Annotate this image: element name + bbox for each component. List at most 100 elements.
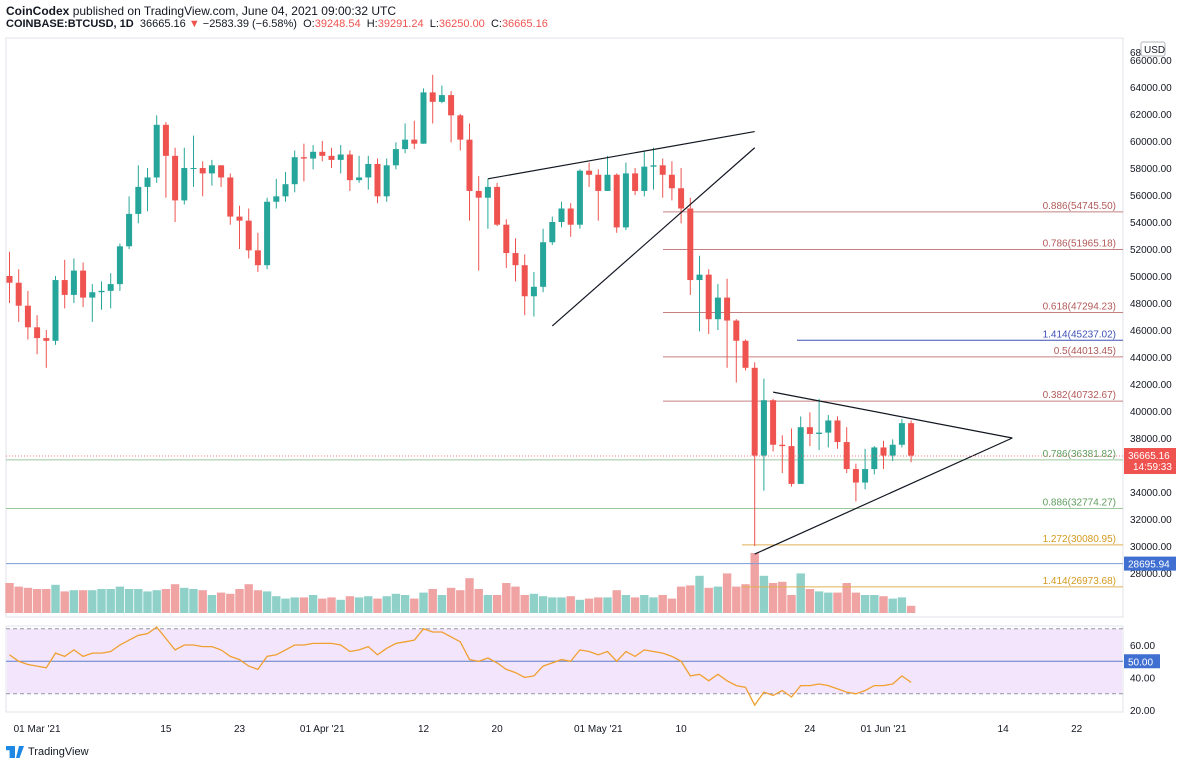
tradingview-logo[interactable]: TradingView xyxy=(6,746,89,758)
fib-level-label: 1.414(26973.68) xyxy=(1043,576,1116,587)
y-tick-label: 30000.00 xyxy=(1130,542,1172,553)
x-tick-label: 10 xyxy=(676,724,688,735)
candle-body xyxy=(227,177,234,217)
candle-body xyxy=(862,469,869,483)
candle-body xyxy=(236,216,243,221)
candle-body xyxy=(549,222,556,243)
candle-body xyxy=(208,165,215,174)
candle-body xyxy=(291,157,298,185)
candle-body xyxy=(337,154,344,160)
candle-body xyxy=(411,139,418,144)
volume-bar xyxy=(594,597,603,613)
x-tick-label: 12 xyxy=(418,724,430,735)
candle-body xyxy=(365,163,372,178)
candle-body xyxy=(880,447,887,456)
candle-body xyxy=(816,432,823,434)
currency-label: USD xyxy=(1144,45,1165,56)
candle-body xyxy=(282,184,289,197)
triangle-down-icon: ▼ xyxy=(188,18,200,30)
fib-level-label: 0.382(40732.67) xyxy=(1043,390,1116,401)
candle-body xyxy=(797,427,804,484)
x-tick-label: 01 May '21 xyxy=(574,724,623,735)
volume-bar xyxy=(235,589,244,613)
volume-bar xyxy=(796,573,805,613)
candle-body xyxy=(475,190,482,198)
volume-bar xyxy=(410,598,419,613)
rsi-tick-label: 40.00 xyxy=(1130,674,1155,685)
volume-bar xyxy=(686,585,695,613)
candle-body xyxy=(843,442,850,470)
rsi-level-tag xyxy=(1124,654,1160,669)
volume-bar xyxy=(566,596,575,613)
candle-body xyxy=(15,282,22,306)
candle-body xyxy=(319,151,326,156)
volume-bar xyxy=(419,592,428,613)
volume-bar xyxy=(787,595,796,613)
price-pane-frame xyxy=(5,37,1124,618)
last-price: 36665.16 xyxy=(139,18,186,30)
fib-level-label: 0.786(51965.18) xyxy=(1043,238,1116,249)
volume-bar xyxy=(281,598,290,613)
chart-footer: TradingView xyxy=(0,740,1186,768)
candle-body xyxy=(190,168,197,169)
candle-body xyxy=(576,170,583,225)
candle-body xyxy=(402,139,409,150)
candle-body xyxy=(521,265,528,297)
volume-bar xyxy=(474,589,483,613)
candle-body xyxy=(70,270,77,295)
candle-body xyxy=(135,186,142,214)
volume-bar xyxy=(152,590,161,613)
published-text: published on TradingView.com, June 04, 2… xyxy=(72,4,397,18)
candle-body xyxy=(714,297,721,320)
volume-bar xyxy=(124,589,134,613)
candle-body xyxy=(724,297,731,321)
volume-bar xyxy=(722,573,732,613)
volume-bar xyxy=(557,597,566,613)
candle-body xyxy=(199,168,206,174)
volume-bar xyxy=(906,605,916,613)
volume-bar xyxy=(32,589,42,613)
volume-bar xyxy=(778,581,787,613)
candle-body xyxy=(328,155,335,160)
volume-bar xyxy=(5,583,14,613)
volume-bar xyxy=(106,589,115,613)
volume-bar xyxy=(115,586,125,613)
volume-bar xyxy=(354,597,364,613)
x-tick-label: 01 Apr '21 xyxy=(300,724,345,735)
price-chart[interactable]: 66000.00 64000.00 62000.00 60000.00 58000.00… xyxy=(0,0,1186,740)
volume-bar xyxy=(759,575,769,613)
candle-body xyxy=(632,173,639,191)
y-tick-label: 62000.00 xyxy=(1130,110,1172,121)
candle-body xyxy=(153,124,160,178)
volume-bar xyxy=(860,595,870,613)
candle-body xyxy=(788,446,795,484)
candle-body xyxy=(52,280,59,341)
candle-body xyxy=(457,115,464,140)
volume-bar xyxy=(511,586,520,613)
publisher-name: CoinCodex xyxy=(6,4,70,18)
candle-body xyxy=(300,157,307,159)
x-tick-label: 15 xyxy=(160,724,172,735)
volume-bar xyxy=(23,587,33,613)
trendline xyxy=(551,147,756,327)
volume-bar xyxy=(612,590,621,613)
candle-body xyxy=(733,320,740,341)
volume-bar xyxy=(299,597,309,613)
volume-bar xyxy=(750,553,759,613)
fib-level-label: 0.886(54745.50) xyxy=(1043,201,1116,212)
candle-body xyxy=(530,286,537,297)
candle-body xyxy=(705,274,712,320)
candle-body xyxy=(420,92,427,144)
volume-bar xyxy=(649,597,658,613)
volume-bar xyxy=(14,586,23,613)
y-tick-label: 42000.00 xyxy=(1130,380,1172,391)
candle-body xyxy=(567,208,574,225)
tradingview-logo-icon xyxy=(6,746,24,758)
volume-bar xyxy=(529,593,539,613)
low-value: 36250.00 xyxy=(438,18,485,30)
candle-body xyxy=(760,400,767,456)
symbol-label: COINBASE:BTCUSD, 1D xyxy=(6,18,134,30)
rsi-line xyxy=(9,626,912,707)
candle-body xyxy=(668,174,675,189)
candle-body xyxy=(80,270,87,298)
